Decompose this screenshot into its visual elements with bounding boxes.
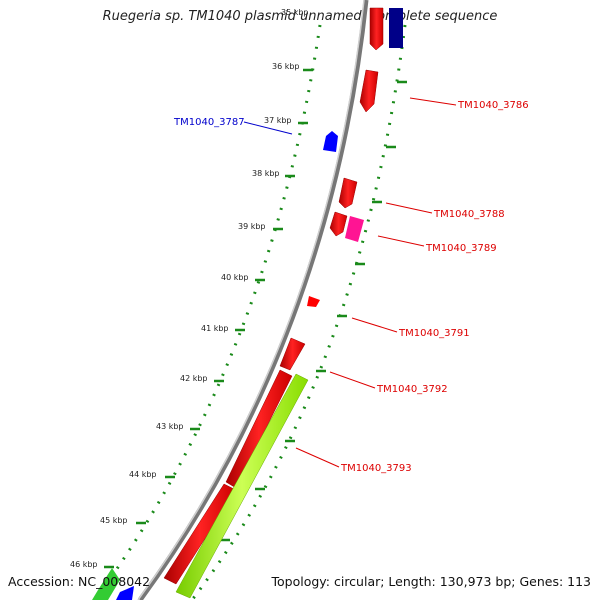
tick-label-44kbp: 44 kbp bbox=[129, 470, 157, 479]
inner-tick-ring bbox=[93, 24, 322, 600]
callout-3791 bbox=[351, 317, 398, 333]
tick-label-42kbp: 42 kbp bbox=[180, 374, 208, 383]
backbone-highlight bbox=[137, 0, 365, 600]
summary-label: Topology: circular; Length: 130,973 bp; … bbox=[271, 574, 592, 589]
tick-label-39kbp: 39 kbp bbox=[238, 222, 266, 231]
cds-3789 bbox=[345, 216, 364, 242]
gene-label-3791: TM1040_3791 bbox=[398, 328, 470, 339]
tick-label-36kbp: 36 kbp bbox=[272, 62, 300, 71]
cds-3788 bbox=[338, 177, 358, 209]
callout-3793 bbox=[295, 447, 340, 468]
tick-label-37kbp: 37 kbp bbox=[264, 116, 292, 125]
tick-label-45kbp: 45 kbp bbox=[100, 516, 128, 525]
tick-label-38kbp: 38 kbp bbox=[252, 169, 280, 178]
cds-navy-top bbox=[389, 8, 403, 48]
tick-label-43kbp: 43 kbp bbox=[156, 422, 184, 431]
tick-label-35kbp: 35 kbp bbox=[281, 8, 309, 17]
tick-label-40kbp: 40 kbp bbox=[221, 273, 249, 282]
gene-label-3789: TM1040_3789 bbox=[425, 243, 497, 254]
callout-3787 bbox=[243, 121, 293, 135]
cds-3792 bbox=[279, 337, 306, 371]
gene-label-3788: TM1040_3788 bbox=[433, 209, 505, 220]
callout-3792 bbox=[329, 371, 376, 389]
callout-3789 bbox=[377, 235, 425, 247]
cds-green-bottom bbox=[92, 568, 120, 600]
callout-3788 bbox=[385, 202, 433, 214]
callout-3786 bbox=[409, 97, 457, 106]
cds-3787 bbox=[323, 131, 338, 152]
outer-tick-ring bbox=[190, 24, 407, 600]
cds-3789-red bbox=[329, 211, 348, 237]
gene-label-3787: TM1040_3787 bbox=[173, 117, 245, 128]
cds-3786-top bbox=[369, 7, 384, 51]
backbone-arc bbox=[137, 0, 369, 600]
accession-label: Accession: NC_008042 bbox=[8, 574, 151, 589]
tick-label-46kbp: 46 kbp bbox=[70, 560, 98, 569]
tick-label-41kbp: 41 kbp bbox=[201, 324, 229, 333]
cds-3791 bbox=[307, 296, 320, 307]
cds-3793 bbox=[175, 373, 309, 599]
cds-3786 bbox=[359, 69, 379, 113]
gene-label-3786: TM1040_3786 bbox=[457, 100, 529, 111]
cds-blue-bottom bbox=[116, 586, 134, 600]
gene-label-3792: TM1040_3792 bbox=[376, 384, 448, 395]
major-ticks bbox=[104, 68, 313, 569]
gene-label-3793: TM1040_3793 bbox=[340, 463, 412, 474]
cds-red-long bbox=[163, 483, 237, 585]
